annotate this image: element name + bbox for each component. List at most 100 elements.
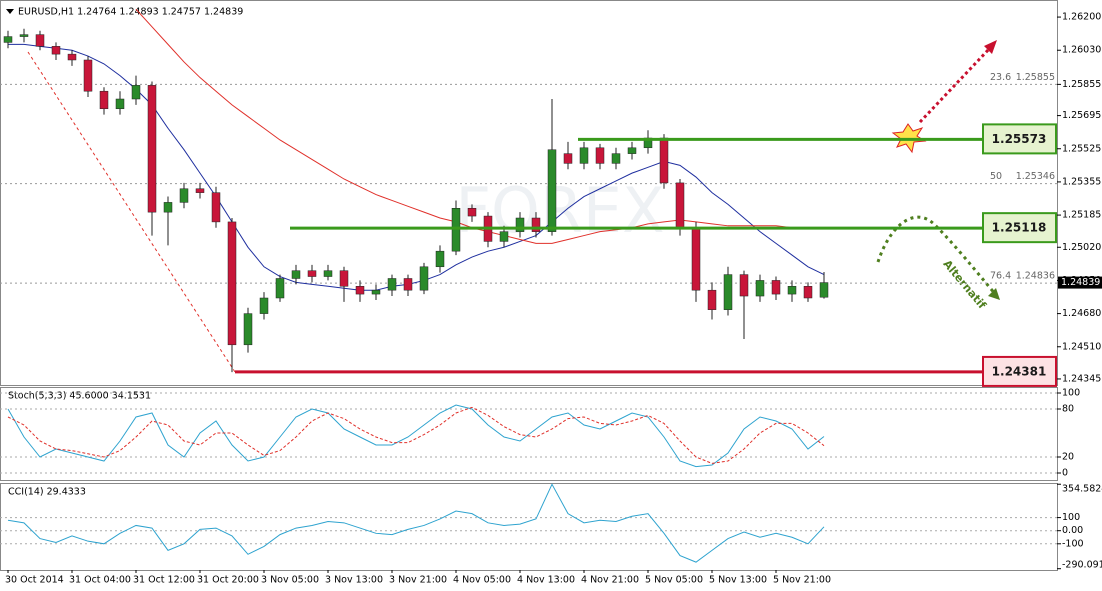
x-tick-label: 4 Nov 21:00 bbox=[581, 575, 639, 586]
y-tick-label: 1.25185 bbox=[1062, 210, 1101, 221]
cci-panel-frame bbox=[0, 483, 1058, 571]
x-tick-label: 31 Oct 20:00 bbox=[197, 575, 259, 586]
alt-arrow-head bbox=[988, 288, 1000, 300]
candle-body bbox=[691, 227, 701, 291]
candle-body bbox=[275, 278, 285, 299]
candle-body bbox=[163, 202, 173, 213]
x-tick-label: 31 Oct 04:00 bbox=[69, 575, 131, 586]
candle-body bbox=[531, 217, 541, 232]
candle-body bbox=[355, 286, 365, 295]
menu-marker bbox=[6, 9, 14, 14]
candle-body bbox=[51, 46, 61, 55]
level-box bbox=[982, 212, 1057, 244]
candle-body bbox=[819, 282, 829, 298]
y-tick-label: 1.25020 bbox=[1062, 242, 1101, 253]
y-tick-label: 1.24680 bbox=[1062, 308, 1101, 319]
candle-body bbox=[739, 274, 749, 297]
cci-title: CCI(14) 29.4333 bbox=[8, 487, 86, 498]
y-tick-label: 1.24510 bbox=[1062, 341, 1101, 352]
level-label: 1.25118 bbox=[992, 221, 1047, 235]
candle-body bbox=[323, 270, 333, 277]
candle-body bbox=[371, 289, 381, 295]
candle-body bbox=[675, 182, 685, 229]
candle-body bbox=[19, 34, 29, 37]
x-tick-label: 30 Oct 2014 bbox=[5, 575, 64, 586]
candle-body bbox=[403, 278, 413, 291]
up-arrow-line bbox=[918, 46, 992, 124]
candle-body bbox=[515, 217, 525, 232]
y-tick-label: 100 bbox=[1062, 512, 1080, 523]
y-tick-label: 1.25355 bbox=[1062, 176, 1101, 187]
y-tick-label: 354.5824 bbox=[1062, 484, 1102, 495]
y-tick-label: 0.00 bbox=[1062, 525, 1083, 536]
candle-body bbox=[131, 85, 141, 100]
x-tick-label: 4 Nov 05:00 bbox=[453, 575, 511, 586]
level-box bbox=[982, 355, 1057, 387]
level-label: 1.25573 bbox=[992, 132, 1047, 146]
indicator-line bbox=[135, 8, 824, 244]
fib-price: 1.24836 bbox=[1016, 271, 1055, 282]
level-label: 1.24381 bbox=[992, 364, 1047, 378]
indicator-line bbox=[7, 483, 825, 563]
y-tick-label: 100 bbox=[1062, 388, 1080, 399]
y-tick-label: 1.25855 bbox=[1062, 79, 1101, 90]
candle-body bbox=[179, 188, 189, 203]
x-tick-label: 5 Nov 21:00 bbox=[773, 575, 831, 586]
x-tick-label: 3 Nov 05:00 bbox=[261, 575, 319, 586]
candle-body bbox=[259, 297, 269, 314]
y-tick-label: 0 bbox=[1062, 468, 1068, 479]
candle-body bbox=[419, 266, 429, 291]
candle-body bbox=[611, 153, 621, 164]
candle-body bbox=[195, 188, 205, 193]
stoch-panel-frame bbox=[0, 387, 1058, 481]
candle-body bbox=[467, 208, 477, 217]
candle-body bbox=[115, 98, 125, 110]
candle-body bbox=[627, 147, 637, 154]
level-box bbox=[982, 123, 1057, 155]
main-panel-frame bbox=[0, 0, 1058, 386]
candle-body bbox=[147, 85, 157, 213]
x-tick-label: 4 Nov 13:00 bbox=[517, 575, 575, 586]
candle-body bbox=[67, 53, 77, 61]
last-price-label: 1.24839 bbox=[1061, 277, 1100, 288]
stoch-title: Stoch(5,3,3) 45.6000 34.1531 bbox=[8, 391, 151, 402]
candle-body bbox=[387, 278, 397, 291]
candle-body bbox=[579, 147, 589, 164]
indicator-line bbox=[7, 404, 825, 468]
candle-body bbox=[755, 280, 765, 297]
candle-body bbox=[595, 147, 605, 164]
candle-body bbox=[291, 270, 301, 279]
y-tick-label: 1.24345 bbox=[1062, 373, 1101, 384]
indicator-line bbox=[7, 406, 825, 464]
candle-body bbox=[451, 208, 461, 252]
candle-body bbox=[787, 286, 797, 295]
last-price-box bbox=[1058, 276, 1102, 289]
fib-ratio: 23.6 bbox=[990, 72, 1011, 83]
up-arrow-head bbox=[984, 40, 997, 54]
candle-body bbox=[227, 221, 237, 346]
candle-body bbox=[339, 270, 349, 287]
fib-ratio: 76.4 bbox=[990, 271, 1011, 282]
candle-body bbox=[499, 231, 509, 242]
candle-body bbox=[723, 274, 733, 310]
candle-body bbox=[3, 36, 13, 43]
y-tick-label: 1.25695 bbox=[1062, 110, 1101, 121]
candle-body bbox=[35, 34, 45, 47]
candle-body bbox=[547, 149, 557, 232]
chart-title: EURUSD,H1 1.24764 1.24893 1.24757 1.2483… bbox=[18, 7, 243, 18]
x-tick-label: 3 Nov 21:00 bbox=[389, 575, 447, 586]
candle-body bbox=[659, 137, 669, 184]
x-tick-label: 5 Nov 13:00 bbox=[709, 575, 767, 586]
fib-ratio: 50 bbox=[990, 171, 1002, 182]
y-tick-label: 1.25525 bbox=[1062, 143, 1101, 154]
y-tick-label: 1.26030 bbox=[1062, 45, 1101, 56]
x-tick-label: 5 Nov 05:00 bbox=[645, 575, 703, 586]
candle-body bbox=[211, 192, 221, 223]
candle-body bbox=[771, 280, 781, 295]
candle-body bbox=[563, 153, 573, 164]
candle-body bbox=[707, 289, 717, 310]
x-tick-label: 31 Oct 12:00 bbox=[133, 575, 195, 586]
y-tick-label: -290.0911 bbox=[1062, 560, 1102, 571]
